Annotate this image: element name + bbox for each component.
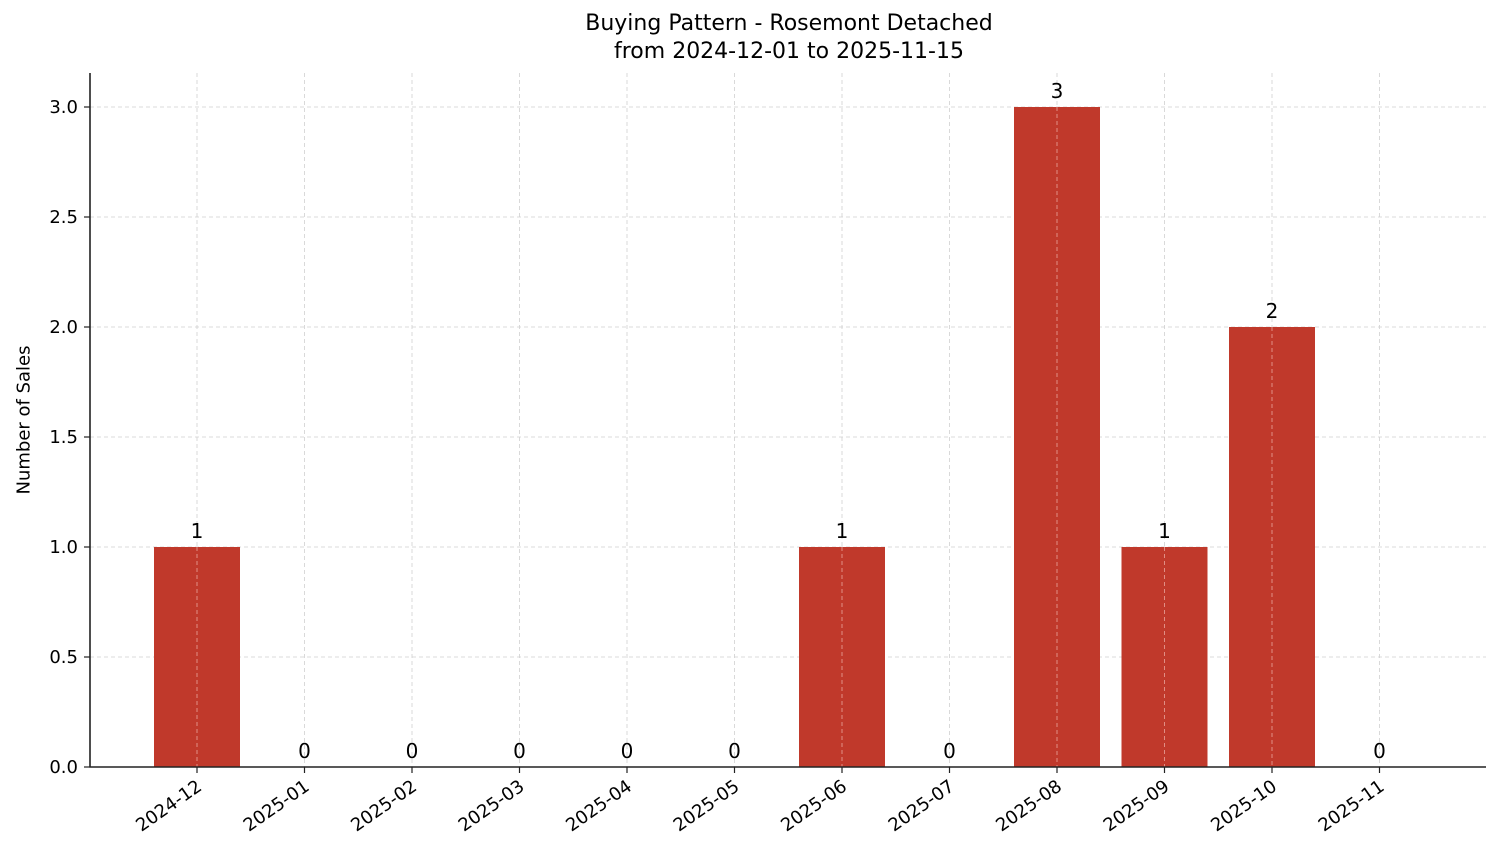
y-tick-label: 2.0 xyxy=(49,317,78,338)
chart-title-main: Buying Pattern - Rosemont Detached xyxy=(585,11,993,36)
x-tick-label: 2025-04 xyxy=(562,776,636,836)
x-tick-label: 2024-12 xyxy=(132,776,206,836)
x-tick-label: 2025-06 xyxy=(777,776,851,836)
chart-subtitle: from 2024-12-01 to 2025-11-15 xyxy=(614,39,964,64)
x-tick-label: 2025-03 xyxy=(455,776,529,836)
data-label: 0 xyxy=(406,739,419,763)
bar-2025-09 xyxy=(1121,547,1208,767)
x-tick-label: 2025-02 xyxy=(347,776,421,836)
x-tick-label: 2025-10 xyxy=(1207,776,1281,836)
x-tick-label: 2025-09 xyxy=(1100,776,1174,836)
x-tick-label: 2025-07 xyxy=(885,776,959,836)
data-label: 0 xyxy=(943,739,956,763)
y-tick-label: 0.5 xyxy=(49,647,78,668)
data-label: 1 xyxy=(1158,519,1171,543)
data-label: 0 xyxy=(513,739,526,763)
bar-2024-12 xyxy=(154,547,240,767)
x-tick-label: 2025-11 xyxy=(1315,776,1389,836)
data-label: 1 xyxy=(191,519,204,543)
x-tick-label: 2025-08 xyxy=(992,776,1066,836)
y-tick-label: 1.0 xyxy=(49,537,78,558)
y-tick-label: 0.0 xyxy=(49,757,78,778)
chart-title: Buying Pattern - Rosemont Detached from … xyxy=(0,10,1501,66)
data-label: 0 xyxy=(728,739,741,763)
y-tick-label: 1.5 xyxy=(49,427,78,448)
data-label: 1 xyxy=(836,519,849,543)
data-label: 0 xyxy=(298,739,311,763)
y-tick-label: 3.0 xyxy=(49,97,78,118)
data-label: 3 xyxy=(1051,79,1064,103)
data-label: 0 xyxy=(621,739,634,763)
bars: 1 0 0 0 0 0 1 0 3 1 2 0 xyxy=(154,79,1386,767)
x-tick-label: 2025-01 xyxy=(240,776,314,836)
bar-2025-06 xyxy=(799,547,885,767)
data-label: 2 xyxy=(1266,299,1279,323)
x-tick-label: 2025-05 xyxy=(670,776,744,836)
data-label: 0 xyxy=(1373,739,1386,763)
y-tick-label: 2.5 xyxy=(49,207,78,228)
